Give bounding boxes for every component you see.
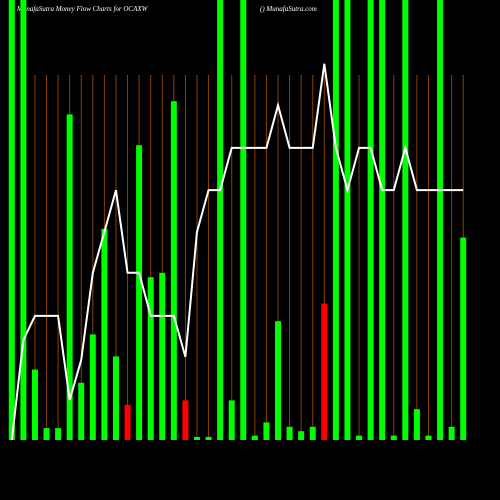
- bar: [55, 428, 62, 440]
- bar: [286, 426, 293, 440]
- bar: [170, 101, 177, 440]
- bar: [159, 272, 166, 440]
- bar: [193, 436, 200, 440]
- bar: [147, 277, 154, 440]
- bar: [344, 0, 351, 440]
- bar: [251, 435, 258, 440]
- bar: [332, 0, 339, 440]
- bar: [205, 436, 212, 440]
- bar: [124, 404, 131, 440]
- bar: [413, 409, 420, 440]
- bar: [66, 114, 73, 441]
- bar: [448, 426, 455, 440]
- bar: [89, 334, 96, 440]
- bar: [460, 237, 467, 440]
- bar: [298, 431, 305, 440]
- bar: [228, 400, 235, 440]
- bar: [182, 400, 189, 440]
- money-flow-line: [10, 63, 464, 441]
- bar: [20, 0, 27, 440]
- bar: [240, 0, 247, 440]
- bar: [437, 0, 444, 440]
- chart-title: MunafaSutra Money Flow Charts for OCAXW: [16, 5, 149, 13]
- chart-subtitle: () MunafaSutra.com: [260, 5, 317, 13]
- bar: [136, 145, 143, 440]
- bar: [101, 228, 108, 440]
- bar: [31, 369, 38, 440]
- bar: [390, 435, 397, 440]
- bar: [275, 321, 282, 440]
- bar: [309, 426, 316, 440]
- bar: [379, 0, 386, 440]
- bar: [78, 382, 85, 440]
- bar: [263, 422, 270, 440]
- bar: [321, 303, 328, 440]
- bar: [367, 0, 374, 440]
- bar: [217, 0, 224, 440]
- bar: [402, 0, 409, 440]
- bar: [43, 428, 50, 440]
- bar: [112, 356, 119, 440]
- bar: [425, 435, 432, 440]
- bar: [8, 0, 15, 440]
- bar: [356, 435, 363, 440]
